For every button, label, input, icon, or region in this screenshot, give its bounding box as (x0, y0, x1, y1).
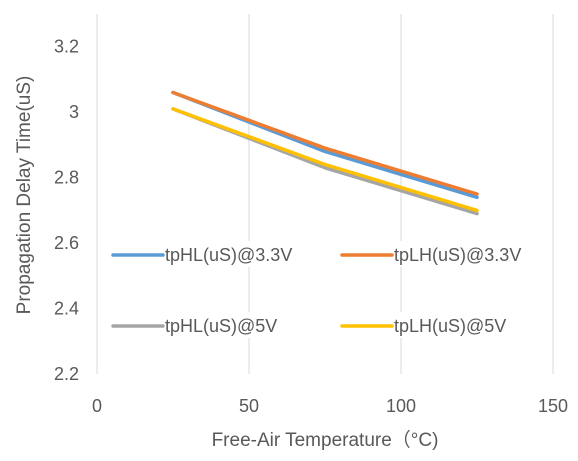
x-axis-ticks: 0 50 100 150 (92, 396, 568, 416)
y-tick-label: 2.8 (54, 168, 79, 188)
legend-label: tpHL(uS)@3.3V (165, 245, 292, 265)
series-lines (171, 90, 479, 216)
x-tick-label: 150 (538, 396, 568, 416)
x-tick-label: 50 (239, 396, 259, 416)
series-line-3 (171, 107, 479, 213)
y-tick-label: 2.4 (54, 299, 79, 319)
legend-label: tpLH(uS)@5V (394, 316, 506, 336)
y-tick-label: 2.2 (54, 364, 79, 384)
y-axis-title: Propagation Delay Time(uS) (14, 76, 35, 315)
legend-label: tpHL(uS)@5V (165, 316, 277, 336)
y-tick-label: 3.2 (54, 37, 79, 57)
legend-label: tpLH(uS)@3.3V (394, 245, 521, 265)
series-line-1 (171, 90, 479, 196)
legend: tpHL(uS)@3.3V tpLH(uS)@3.3V tpHL(uS)@5V tpL… (109, 241, 524, 338)
x-tick-label: 0 (92, 396, 102, 416)
y-tick-label: 2.6 (54, 233, 79, 253)
y-axis-ticks: 2.2 2.4 2.6 2.8 3 3.2 (54, 37, 79, 384)
x-axis-title: Free-Air Temperature（°C) (212, 429, 439, 451)
y-tick-label: 3 (69, 102, 79, 122)
x-tick-label: 100 (386, 396, 416, 416)
